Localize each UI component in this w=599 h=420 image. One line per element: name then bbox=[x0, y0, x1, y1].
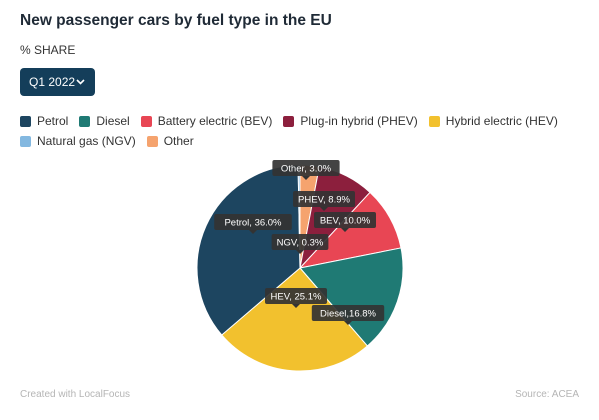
data-label-hev: HEV, 25.1% bbox=[265, 288, 327, 308]
period-dropdown[interactable]: Q1 2022 bbox=[20, 68, 95, 96]
data-label-text: BEV, 10.0% bbox=[320, 215, 371, 226]
legend: Petrol Diesel Battery electric (BEV) Plu… bbox=[20, 112, 580, 152]
legend-label: Other bbox=[163, 134, 194, 148]
data-label-pointer bbox=[302, 176, 310, 180]
data-label-text: PHEV, 8.9% bbox=[298, 194, 350, 205]
legend-item-phev[interactable]: Plug-in hybrid (PHEV) bbox=[283, 114, 418, 128]
source-text: Source: ACEA bbox=[515, 389, 579, 400]
data-label-box bbox=[271, 234, 329, 250]
data-label-petrol: Petrol, 36.0% bbox=[214, 214, 292, 234]
chart-title: New passenger cars by fuel type in the E… bbox=[20, 12, 332, 29]
data-label-box bbox=[293, 191, 355, 207]
legend-swatch bbox=[79, 115, 91, 127]
data-label-pointer bbox=[344, 321, 352, 325]
legend-label: Battery electric (BEV) bbox=[157, 114, 273, 128]
data-label-pointer bbox=[292, 304, 300, 308]
period-dropdown-value: Q1 2022 bbox=[29, 75, 76, 89]
data-label-phev: PHEV, 8.9% bbox=[293, 191, 355, 211]
chart-subtitle: % SHARE bbox=[20, 43, 76, 57]
data-label-box bbox=[272, 160, 340, 176]
data-label-diesel: Diesel,16.8% bbox=[311, 305, 385, 325]
data-label-pointer bbox=[341, 228, 349, 232]
legend-label: Diesel bbox=[96, 114, 130, 128]
data-label-text: HEV, 25.1% bbox=[271, 291, 322, 302]
legend-label: Natural gas (NGV) bbox=[37, 134, 136, 148]
data-label-other: Other, 3.0% bbox=[272, 160, 340, 180]
legend-item-ngv[interactable]: Natural gas (NGV) bbox=[20, 134, 136, 148]
legend-label: Plug-in hybrid (PHEV) bbox=[300, 114, 418, 128]
legend-item-bev[interactable]: Battery electric (BEV) bbox=[140, 114, 273, 128]
legend-label: Petrol bbox=[37, 114, 69, 128]
legend-item-petrol[interactable]: Petrol bbox=[20, 114, 68, 128]
legend-swatch bbox=[283, 115, 295, 127]
data-label-text: Diesel,16.8% bbox=[320, 308, 377, 319]
legend-swatch bbox=[428, 115, 440, 127]
credit-text: Created with LocalFocus bbox=[20, 389, 131, 400]
data-label-text: NGV, 0.3% bbox=[277, 237, 324, 248]
legend-swatch bbox=[20, 135, 31, 147]
chevron-down-icon bbox=[76, 79, 85, 85]
legend-swatch bbox=[146, 135, 158, 147]
data-label-bev: BEV, 10.0% bbox=[314, 212, 376, 232]
legend-item-other[interactable]: Other bbox=[146, 134, 194, 148]
legend-swatch bbox=[20, 115, 31, 127]
legend-label: Hybrid electric (HEV) bbox=[445, 114, 558, 128]
data-label-box bbox=[265, 288, 327, 304]
legend-row: Petrol Diesel Battery electric (BEV) Plu… bbox=[20, 112, 580, 130]
pie-slice-diesel[interactable] bbox=[299, 247, 404, 347]
data-label-box bbox=[214, 214, 292, 230]
data-label-pointer bbox=[296, 250, 304, 254]
pie-slice-hev[interactable] bbox=[221, 267, 369, 372]
legend-item-hev[interactable]: Hybrid electric (HEV) bbox=[428, 114, 558, 128]
data-label-text: Other, 3.0% bbox=[281, 163, 332, 174]
pie-slice-petrol[interactable] bbox=[196, 164, 301, 336]
data-label-pointer bbox=[320, 207, 328, 211]
legend-swatch bbox=[140, 115, 152, 127]
data-label-box bbox=[314, 212, 376, 228]
data-label-box bbox=[311, 305, 385, 321]
data-label-text: Petrol, 36.0% bbox=[224, 217, 282, 228]
data-label-ngv: NGV, 0.3% bbox=[271, 234, 329, 254]
data-label-pointer bbox=[249, 230, 257, 234]
legend-row: Natural gas (NGV) Other bbox=[20, 132, 580, 150]
legend-item-diesel[interactable]: Diesel bbox=[79, 114, 130, 128]
